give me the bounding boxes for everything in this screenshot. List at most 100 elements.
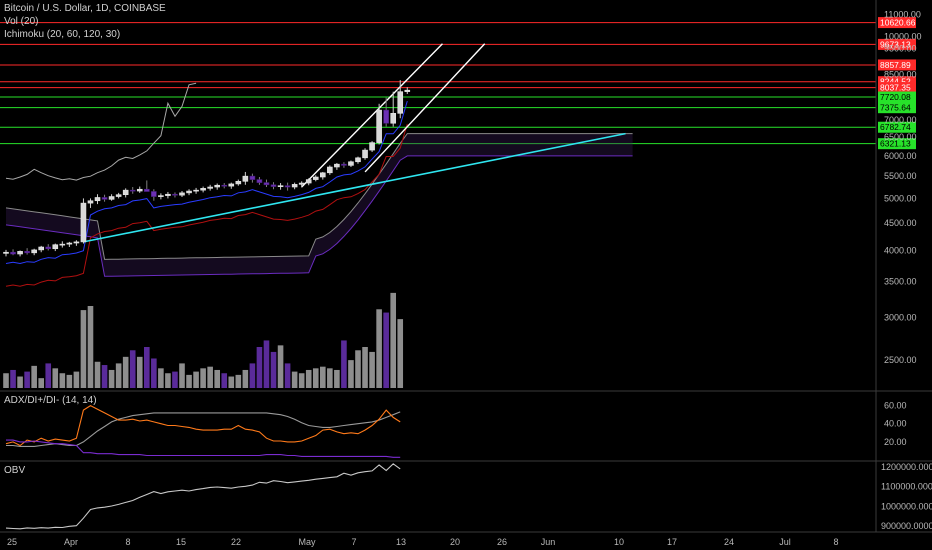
volume-bar (10, 369, 16, 388)
candle-body (270, 184, 277, 187)
price-axis: 11000.00 10000.00 9500.00 8500.00 7000.00 650… (0, 0, 932, 533)
candle-body (31, 249, 37, 254)
volume-bar (305, 369, 312, 388)
volume-bar (66, 374, 73, 388)
candle-body (362, 149, 368, 159)
volume-bar (298, 373, 305, 388)
volume-bar (320, 366, 326, 388)
trendline (83, 132, 626, 243)
volume-bar (235, 374, 242, 388)
volume-bar (144, 347, 150, 388)
candle-body (45, 246, 52, 250)
volume-bar (38, 378, 44, 388)
price-tick-label: 9500.00 (884, 44, 917, 54)
level-price-label: 8244.52 (880, 77, 911, 87)
time-tick-label: Jun (541, 537, 556, 547)
volume-bar (369, 351, 375, 388)
time-tick-label: 15 (176, 537, 186, 547)
volume-bar (45, 363, 52, 388)
volume-bar (94, 361, 101, 388)
volume-bar (151, 358, 157, 388)
candle-body (115, 194, 122, 197)
candle-body (256, 179, 263, 183)
volume-bar (87, 306, 94, 388)
candle-body (242, 175, 249, 182)
volume-bar (256, 347, 263, 388)
candle-body (249, 175, 256, 180)
time-tick-label: 7 (351, 537, 356, 547)
ichimoku-legend[interactable]: Ichimoku (20, 60, 120, 30) (4, 29, 121, 40)
adx-line (6, 411, 401, 447)
adx-legend[interactable]: ADX/DI+/DI- (14, 14) (4, 395, 97, 406)
candle-body (59, 243, 66, 246)
candle-body (376, 109, 382, 143)
price-tick-label: 8500.00 (884, 70, 917, 80)
adx-tick-label: 60.00 (884, 401, 907, 411)
level-price-tag (878, 91, 916, 103)
candle-body (158, 195, 164, 197)
level-price-label: 8037.35 (880, 83, 911, 93)
level-price-label: 6782.74 (880, 122, 911, 132)
candle-body (312, 176, 319, 180)
volume-bar (242, 369, 249, 388)
level-price-tag (878, 138, 916, 150)
candle-body (38, 246, 45, 251)
candle-body (165, 193, 171, 196)
candle-body (404, 89, 411, 92)
time-tick-label: 17 (667, 537, 677, 547)
candlestick-series (3, 80, 411, 257)
candle-body (10, 251, 16, 255)
time-tick-label: Jul (779, 537, 791, 547)
price-tick-label: 2500.00 (884, 355, 917, 365)
time-tick-label: 20 (450, 537, 460, 547)
time-tick-label: 8 (833, 537, 838, 547)
candle-body (228, 183, 235, 187)
level-price-tag (878, 76, 916, 88)
drawn-trendlines (83, 43, 626, 243)
vol-legend[interactable]: Vol (20) (4, 16, 39, 27)
candle-body (66, 242, 73, 245)
candle-body (348, 161, 354, 166)
candle-body (87, 200, 94, 204)
volume-bar (186, 374, 192, 388)
level-price-label: 8857.89 (880, 60, 911, 70)
price-tick-label: 7000.00 (884, 115, 917, 125)
candle-body (186, 190, 192, 194)
volume-bar (17, 376, 23, 388)
volume-bar (158, 368, 164, 388)
candle-body (235, 181, 242, 185)
candle-body (136, 188, 143, 192)
time-tick-label: 10 (614, 537, 624, 547)
candle-body (179, 192, 185, 196)
volume-bar (172, 371, 178, 388)
volume-bar (249, 363, 256, 388)
volume-bar (397, 319, 404, 388)
volume-bar (122, 356, 129, 388)
price-tick-label: 3000.00 (884, 313, 917, 323)
candle-body (355, 157, 361, 163)
volume-bar (214, 369, 220, 388)
adx-tick-label: 20.00 (884, 437, 907, 447)
candle-body (277, 185, 284, 187)
volume-bar (284, 363, 291, 388)
candle-body (298, 182, 305, 185)
candle-body (305, 179, 312, 184)
volume-bar (228, 376, 235, 388)
cloud-span-a (5, 133, 633, 260)
level-price-label: 9673.13 (880, 39, 911, 49)
candle-body (319, 172, 326, 178)
channel-lower (364, 43, 486, 173)
candle-body (390, 113, 397, 124)
obv-legend[interactable]: OBV (4, 465, 26, 476)
price-tick-label: 10000.00 (884, 32, 922, 42)
candle-body (172, 193, 178, 196)
volume-bar (165, 373, 171, 388)
candle-body (214, 184, 220, 188)
price-tick-label: 4000.00 (884, 245, 917, 255)
candle-body (122, 189, 129, 195)
level-price-label: 7720.08 (880, 92, 911, 102)
volume-bar (52, 368, 59, 388)
volume-bar (101, 365, 108, 388)
price-tick-label: 11000.00 (884, 9, 921, 19)
